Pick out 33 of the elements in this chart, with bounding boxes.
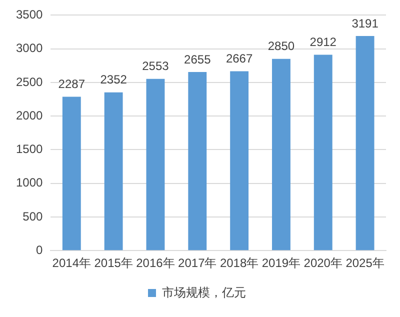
y-tick-label: 2500 bbox=[16, 74, 44, 89]
data-label: 2850 bbox=[268, 39, 295, 54]
bar bbox=[188, 72, 207, 250]
legend-label: 市场规模，亿元 bbox=[162, 285, 246, 300]
data-label: 3191 bbox=[352, 16, 379, 30]
y-tick-label: 1000 bbox=[16, 176, 44, 190]
x-tick-label: 2018年 bbox=[220, 256, 259, 270]
y-tick-label: 1500 bbox=[16, 142, 44, 156]
y-tick-label: 3500 bbox=[16, 8, 44, 22]
bar bbox=[230, 71, 249, 250]
bar bbox=[272, 58, 290, 250]
data-label: 2655 bbox=[184, 52, 212, 66]
y-tick-label: 0 bbox=[36, 242, 44, 257]
bar bbox=[146, 78, 165, 250]
x-tick-label: 2017年 bbox=[178, 256, 217, 270]
x-tick-label: 2020年 bbox=[304, 256, 342, 270]
x-tick-label: 2016年 bbox=[136, 256, 175, 270]
data-label: 2912 bbox=[310, 35, 337, 50]
data-label: 2667 bbox=[226, 52, 253, 66]
bar bbox=[104, 92, 123, 250]
bar bbox=[62, 96, 81, 250]
data-label: 2287 bbox=[58, 77, 86, 92]
y-tick-label: 3000 bbox=[16, 41, 44, 56]
data-label: 2553 bbox=[142, 59, 170, 74]
x-tick-label: 2019年 bbox=[262, 256, 301, 270]
y-tick-label: 2000 bbox=[16, 108, 44, 122]
bar bbox=[314, 54, 332, 250]
x-tick-label: 2025年 bbox=[346, 256, 384, 270]
bar bbox=[356, 36, 374, 250]
x-tick-label: 2014年 bbox=[52, 256, 92, 270]
y-tick-label: 500 bbox=[22, 209, 44, 224]
data-label: 2352 bbox=[100, 72, 128, 87]
x-tick-label: 2015年 bbox=[94, 256, 133, 270]
